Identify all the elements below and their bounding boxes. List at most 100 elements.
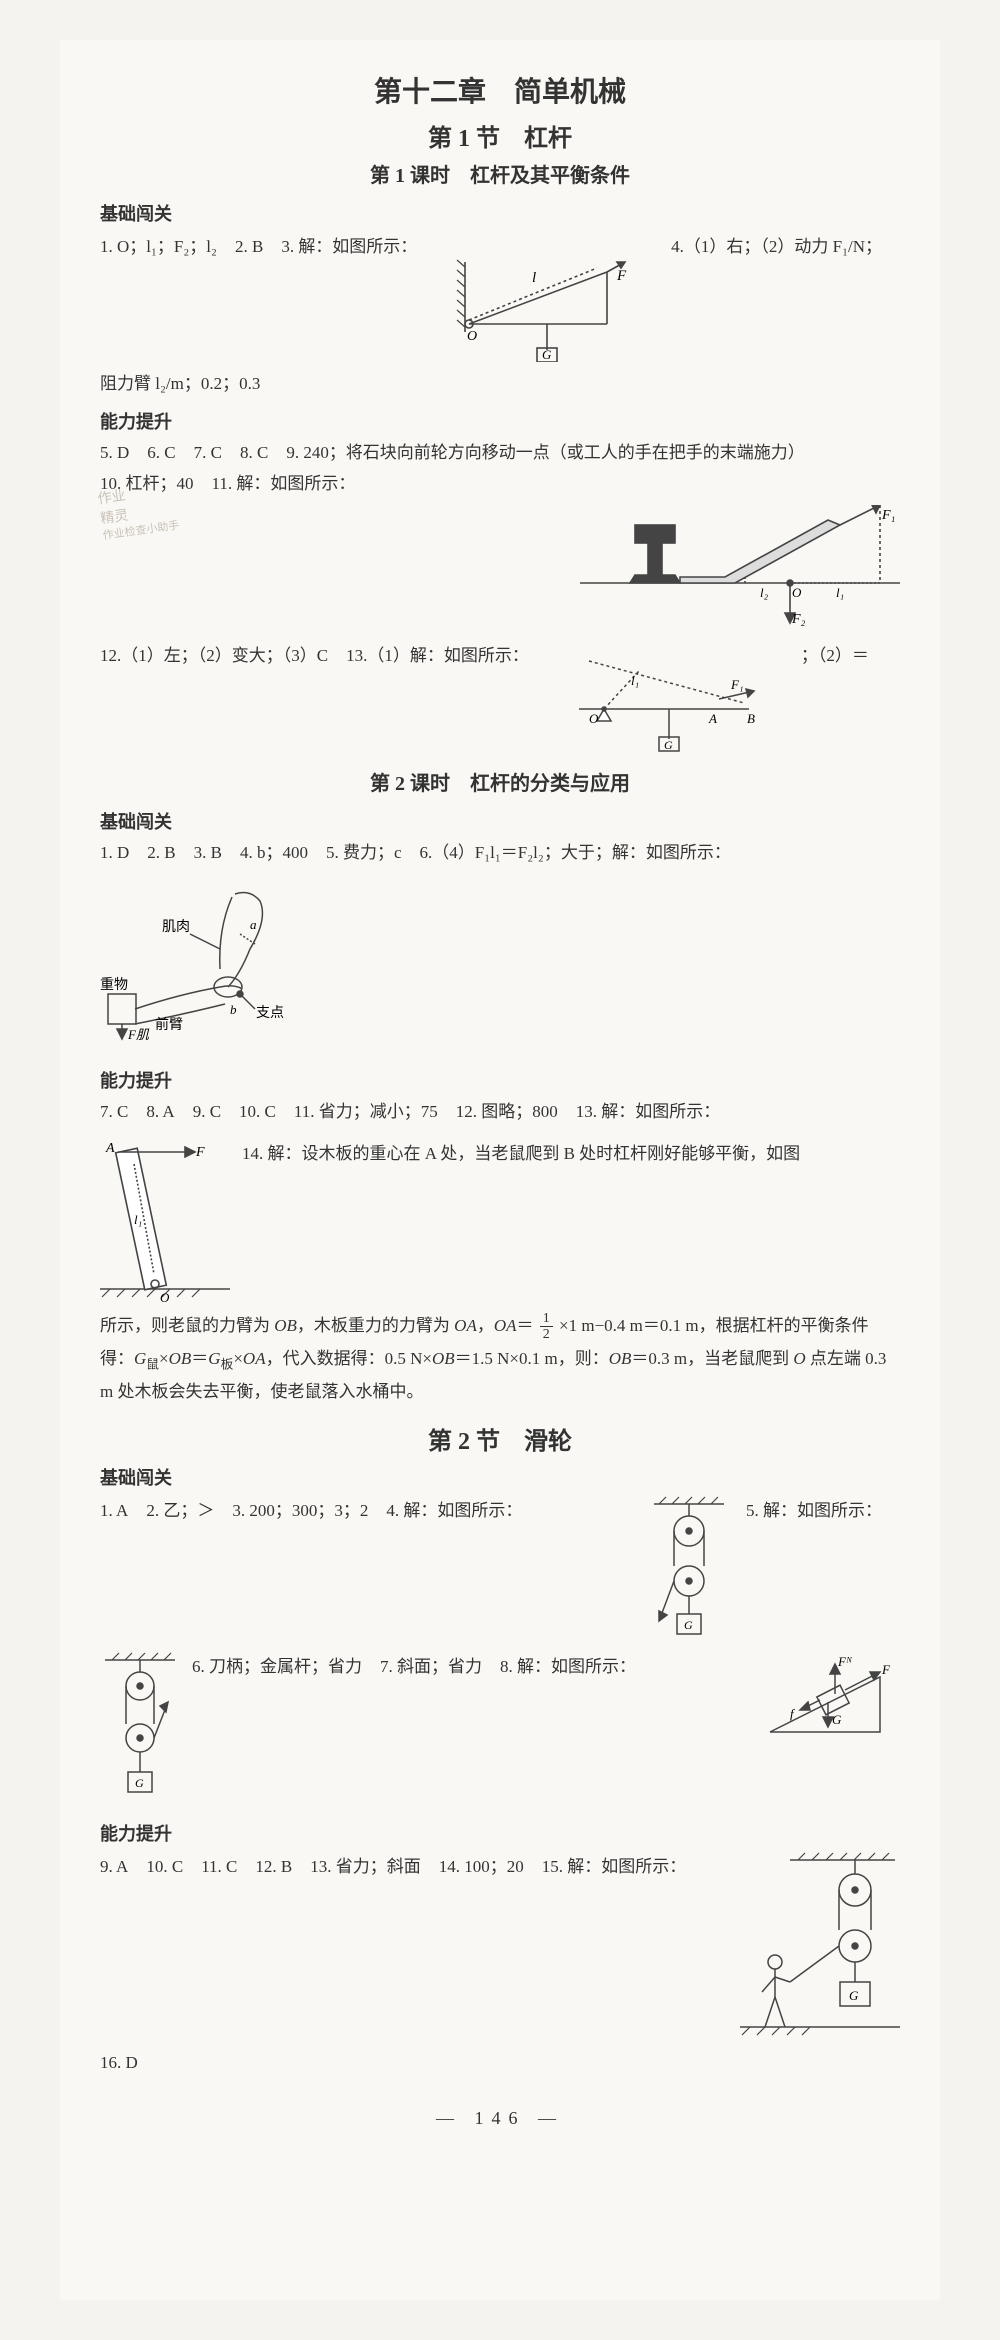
label-l: l (532, 270, 536, 286)
label-F2: F₂ (791, 612, 806, 627)
group-ability-l1: 能力提升 (100, 408, 900, 434)
label-fmuscle: F肌 (127, 1027, 150, 1042)
l2-solution: 所示，则老鼠的力臂为 OB，木板重力的力臂为 OA，OA＝ 12 ×1 m−0.… (100, 1310, 900, 1409)
label-G: G (542, 347, 552, 362)
watermark: 作业 精灵 作业检查小助手 (86, 472, 191, 551)
label-G-inc: G (832, 1712, 842, 1727)
label-F-inc: F (881, 1662, 891, 1677)
svg-text:b: b (230, 1002, 237, 1017)
q12: 12.（1）左；（2）变大；（3）C (100, 641, 328, 672)
label-l1-r: l₁ (836, 585, 844, 600)
label-muscle: 肌肉 (162, 919, 190, 935)
s2q3: 3. 200；300；3；2 (232, 1496, 368, 1527)
s2aq12: 12. B (255, 1852, 292, 1883)
group-ability-l2: 能力提升 (100, 1067, 900, 1093)
label-l2-r: l₂ (760, 585, 769, 600)
s2q6: 6. 刀柄；金属杆；省力 (192, 1652, 362, 1683)
l2aq14: 14. 解：设木板的重心在 A 处，当老鼠爬到 B 处时杠杆刚好能够平衡，如图 (242, 1138, 900, 1170)
s2q5: 5. 解：如图所示： (746, 1496, 882, 1527)
l1-ability-row1: 5. D 6. C 7. C 8. C 9. 240；将石块向前轮方向移动一点（… (100, 438, 900, 469)
group-basic-l1: 基础闯关 (100, 200, 900, 226)
label-G-p2: G (135, 1776, 144, 1790)
s2aq9: 9. A (100, 1852, 128, 1883)
label-G-q13: G (664, 738, 673, 752)
s2q7: 7. 斜面；省力 (380, 1652, 482, 1683)
s2-basic-row1: 1. A 2. 乙；＞ 3. 200；300；3；2 4. 解：如图所示： (100, 1496, 900, 1646)
l2aq12: 12. 图略；800 (456, 1097, 558, 1128)
label-FN: Fᴺ (837, 1654, 853, 1669)
q6: 6. C (147, 438, 175, 469)
l2q3: 3. B (194, 838, 222, 869)
l2-basic-row: 1. D 2. B 3. B 4. b；400 5. 费力；c 6.（4）F₁l… (100, 838, 900, 869)
label-G-pp: G (849, 1988, 859, 2003)
s2q4: 4. 解：如图所示： (386, 1496, 522, 1527)
s2aq16: 16. D (100, 2048, 138, 2079)
l1-basic-row1: 1. O；l₁；F₂；l₂ 2. B 3. 解：如图所示： (100, 232, 900, 362)
label-O-tb: O (160, 1290, 170, 1304)
q3: 3. 解：如图所示： (281, 232, 417, 263)
label-l1-q13: l₁ (631, 673, 639, 688)
label-fulcrum: 支点 (256, 1005, 284, 1021)
label-l1-tb: l₁ (134, 1212, 142, 1227)
s2aq15: 15. 解：如图所示： (542, 1852, 687, 1883)
pulley-diagram-1: G (644, 1496, 734, 1646)
l2aq7: 7. C (100, 1097, 128, 1128)
pulley-diagram-2: G (100, 1652, 180, 1812)
l2aq8: 8. A (146, 1097, 174, 1128)
l2aq13: 13. 解：如图所示： (576, 1097, 721, 1128)
l2q5: 5. 费力；c (326, 838, 402, 869)
label-B-q13: B (747, 711, 755, 726)
incline-diagram: Fᴺ F f G (760, 1652, 900, 1742)
person-pulley-diagram: G (740, 1852, 900, 2042)
l1-ability-row2: 10. 杠杆；40 11. 解：如图所示： 作业 精灵 作业检查小助手 (100, 469, 900, 500)
q4: 4.（1）右；（2）动力 F₁/N； (671, 232, 882, 263)
group-basic-l2: 基础闯关 (100, 808, 900, 834)
label-A-tb: A (105, 1141, 115, 1156)
rail-diagram-row: F₁ F₂ l₁ l₂ O (100, 505, 900, 635)
l1-ability-row3: 12.（1）左；（2）变大；（3）C 13.（1）解：如图所示： l₁ F₁ (100, 641, 900, 761)
s2aq13: 13. 省力；斜面 (310, 1852, 421, 1883)
s2-ability-row1: 9. A 10. C 11. C 12. B 13. 省力；斜面 14. 100… (100, 1852, 900, 2042)
l2aq11: 11. 省力；减小；75 (294, 1097, 438, 1128)
group-ability-s2: 能力提升 (100, 1820, 900, 1846)
s2aq11: 11. C (201, 1852, 237, 1883)
page-number: — 146 — (100, 2108, 900, 2129)
s2aq10: 10. C (146, 1852, 183, 1883)
rail-lever-diagram: F₁ F₂ l₁ l₂ O (580, 505, 900, 635)
q7: 7. C (194, 438, 222, 469)
group-basic-s2: 基础闯关 (100, 1464, 900, 1490)
l1-extra: 阻力臂 l₂/m；0.2；0.3 (100, 368, 900, 400)
s2-basic-row2: G 6. 刀柄；金属杆；省力 7. 斜面；省力 8. 解：如图所示： (100, 1652, 900, 1812)
label-F1: F₁ (881, 508, 895, 523)
l2q1: 1. D (100, 838, 129, 869)
section-2-title: 第 2 节 滑轮 (100, 1421, 900, 1456)
l2q6: 6.（4）F₁l₁＝F₂l₂；大于；解：如图所示： (420, 838, 731, 869)
q5: 5. D (100, 438, 129, 469)
label-G-p1: G (684, 1618, 693, 1632)
chapter-title: 第十二章 简单机械 (100, 70, 900, 110)
label-O: O (467, 329, 477, 344)
page: 第十二章 简单机械 第 1 节 杠杆 第 1 课时 杠杆及其平衡条件 基础闯关 … (60, 40, 940, 2300)
s2-ability-row2: 16. D (100, 2048, 900, 2079)
s2q8: 8. 解：如图所示： (500, 1652, 636, 1683)
s2aq14: 14. 100；20 (439, 1852, 524, 1883)
q2: 2. B (235, 232, 263, 263)
section-1-title: 第 1 节 杠杆 (100, 118, 900, 153)
label-F: F (616, 268, 627, 284)
q11: 11. 解：如图所示： (212, 469, 356, 500)
label-A-q13: A (708, 711, 717, 726)
tilted-board-diagram: A F l₁ O (100, 1134, 230, 1304)
svg-text:a: a (250, 917, 257, 932)
l2q2: 2. B (147, 838, 175, 869)
q1: 1. O；l₁；F₂；l₂ (100, 232, 217, 263)
l2-ability-row1: 7. C 8. A 9. C 10. C 11. 省力；减小；75 12. 图略… (100, 1097, 900, 1128)
q13a: 13.（1）解：如图所示： (346, 641, 529, 672)
label-O-q13: O (589, 711, 599, 726)
l2q4: 4. b；400 (240, 838, 308, 869)
label-O-r: O (792, 585, 802, 600)
q13b: ；（2）＝ (801, 641, 869, 672)
arm-diagram: 肌肉 a b 重物 F肌 前臂 支点 (100, 879, 360, 1049)
q8: 8. C (240, 438, 268, 469)
s2q1: 1. A (100, 1496, 128, 1527)
label-F1-q13: F₁ (730, 677, 743, 692)
